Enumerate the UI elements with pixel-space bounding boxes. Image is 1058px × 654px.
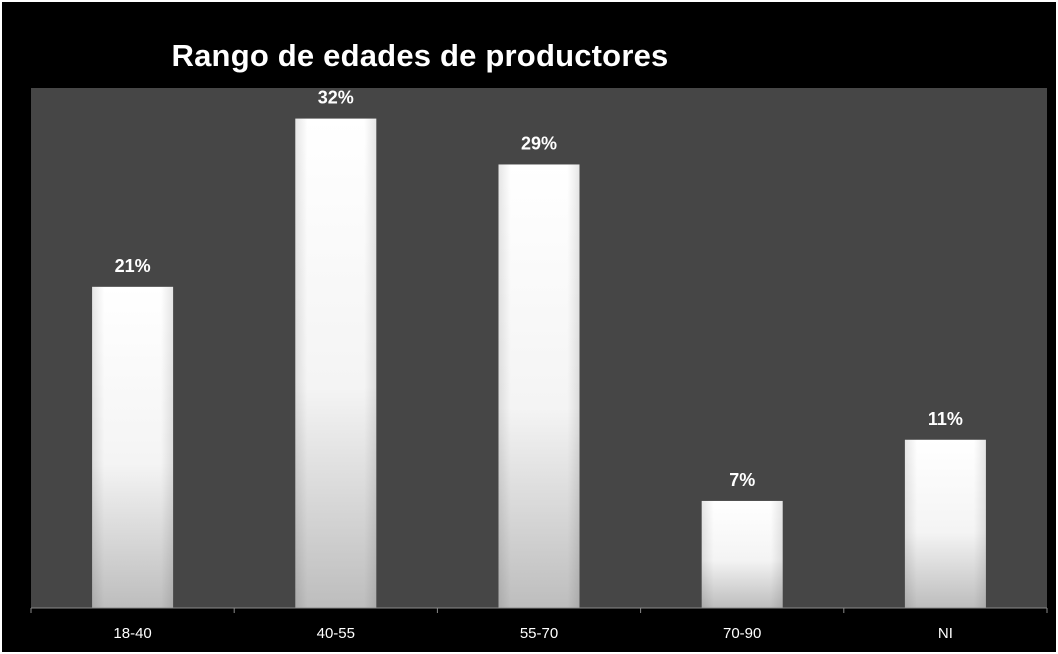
data-label: 7% [729, 470, 755, 490]
x-tick-label: NI [938, 625, 953, 642]
x-tick-label: 55-70 [520, 625, 558, 642]
data-label: 29% [521, 133, 557, 153]
bar-group: 29% [498, 133, 580, 608]
data-label: 32% [318, 88, 354, 108]
bar-shading [701, 500, 783, 608]
x-tick-label: 40-55 [317, 625, 355, 642]
bar-shading [295, 118, 377, 609]
bar-shading [904, 439, 986, 608]
data-label: 21% [115, 256, 151, 276]
bar-group: 21% [92, 256, 174, 608]
x-tick-label: 18-40 [113, 625, 151, 642]
x-tick-label: 70-90 [723, 625, 761, 642]
bar-group: 32% [295, 88, 377, 609]
data-label: 11% [928, 409, 963, 429]
chart-title: Rango de edades de productores [171, 38, 669, 73]
bar-group: 7% [701, 470, 783, 608]
bar-shading [92, 286, 174, 608]
bar-shading [498, 164, 580, 608]
bar-group: 11% [904, 409, 986, 608]
